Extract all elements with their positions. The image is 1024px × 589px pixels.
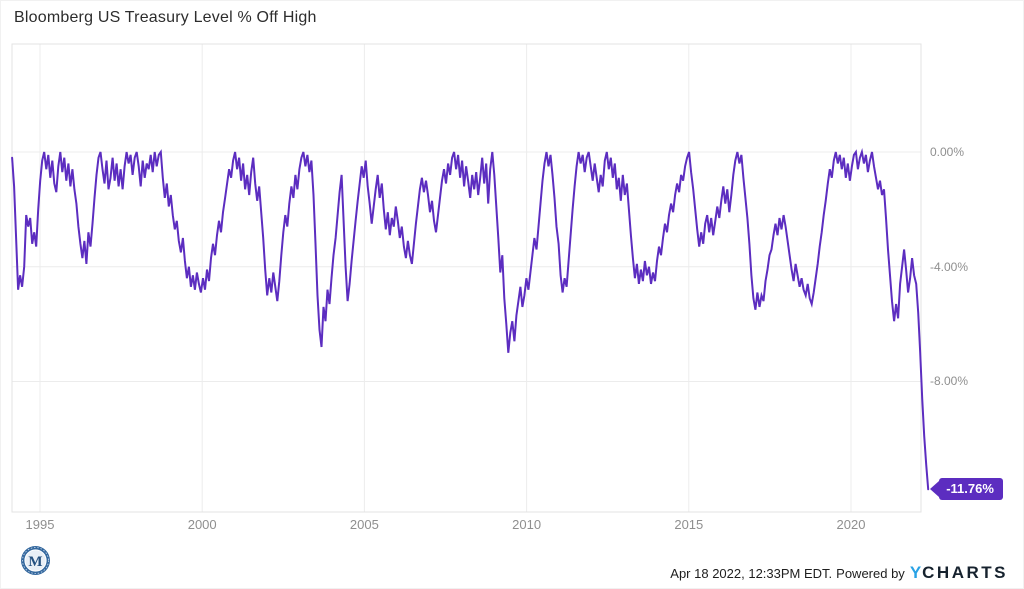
chart-title: Bloomberg US Treasury Level % Off High [14,9,317,26]
mt-seal-logo: M [21,546,50,575]
x-axis-tick-label: 2015 [674,517,704,532]
y-axis-tick-label: -8.00% [930,374,969,389]
x-axis-tick-label: 2000 [187,517,217,532]
x-axis-tick-label: 2020 [836,517,866,532]
powered-by-label: Powered by [836,565,905,581]
ycharts-y-mark: Y [909,563,922,582]
seal-monogram: M [28,554,42,570]
x-axis-tick-label: 2010 [512,517,542,532]
last-value-badge: -11.76% [930,478,1003,501]
footer: Apr 18 2022, 12:33PM EDT. Powered by YCH… [670,563,1008,583]
x-axis-tick-label: 1995 [25,517,55,532]
drawdown-series-line [11,148,930,491]
ycharts-logo: YCHARTS [910,563,1008,583]
x-axis-tick-label: 2005 [349,517,379,532]
timestamp: Apr 18 2022, 12:33PM EDT. [670,565,833,581]
ycharts-wordmark: CHARTS [922,563,1008,582]
last-value-text: -11.76% [946,481,994,497]
y-axis-tick-label: 0.00% [930,145,965,159]
y-axis-tick-label: -4.00% [930,259,969,274]
plot-border [11,43,922,513]
